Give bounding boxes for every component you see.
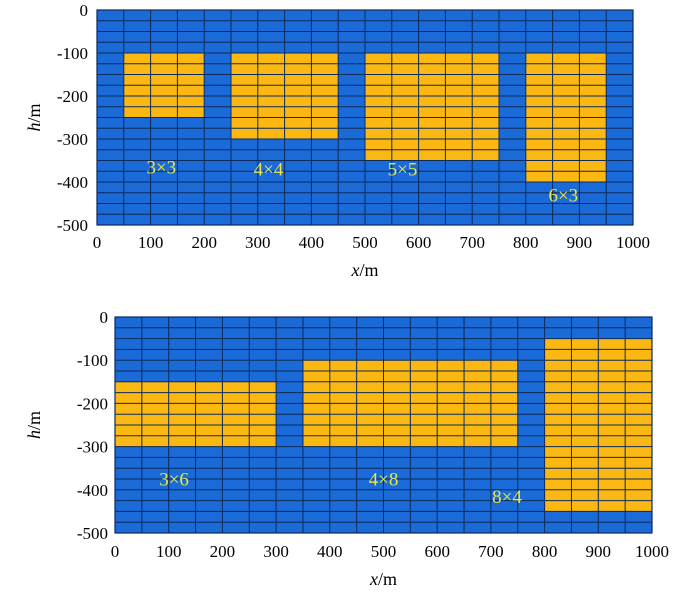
- x-tick-label: 400: [299, 233, 325, 252]
- block-label: 3×6: [159, 469, 189, 490]
- block-label: 3×3: [146, 157, 176, 178]
- y-tick-label: -500: [77, 524, 108, 543]
- y-axis-label: h/m: [24, 103, 44, 131]
- y-axis-unit: /m: [24, 103, 44, 122]
- x-tick-label: 200: [191, 233, 217, 252]
- y-axis-variable: h: [24, 123, 44, 132]
- y-tick-label: -200: [57, 87, 88, 106]
- y-tick-label: 0: [100, 308, 109, 327]
- y-axis-variable: h: [24, 430, 44, 439]
- x-tick-label: 300: [245, 233, 271, 252]
- block-label: 5×5: [388, 160, 418, 181]
- x-tick-label: 600: [424, 542, 450, 561]
- x-tick-label: 900: [586, 542, 612, 561]
- x-tick-label: 500: [371, 542, 397, 561]
- block-label: 4×4: [254, 160, 284, 181]
- block-label: 4×8: [369, 469, 399, 490]
- plot-frame: [96, 9, 634, 226]
- x-tick-label: 800: [532, 542, 558, 561]
- x-tick-label: 0: [111, 542, 120, 561]
- block-label: 8×4: [492, 487, 522, 508]
- x-tick-label: 700: [459, 233, 485, 252]
- x-axis-variable: x: [350, 260, 359, 280]
- x-tick-label: 100: [138, 233, 164, 252]
- y-axis-label: h/m: [24, 411, 44, 439]
- y-tick-label: -200: [77, 394, 108, 413]
- y-tick-label: -400: [77, 481, 108, 500]
- x-tick-label: 800: [513, 233, 539, 252]
- x-axis-label: x/m: [350, 260, 378, 280]
- y-tick-label: -300: [77, 438, 108, 457]
- x-tick-label: 900: [567, 233, 593, 252]
- x-tick-label: 1000: [616, 233, 650, 252]
- y-tick-label: 0: [80, 1, 89, 20]
- panel-2: 3×6 4×8 8×4 0 100 200 300 400 500 600 700 800 900 100…: [24, 308, 669, 589]
- x-tick-label: 700: [478, 542, 504, 561]
- y-axis-unit: /m: [24, 411, 44, 430]
- x-tick-label: 100: [156, 542, 182, 561]
- y-tick-label: -100: [77, 351, 108, 370]
- x-tick-label: 400: [317, 542, 343, 561]
- panel-1: 3×3 4×4 5×5 6×3 0 100 200 300 400 500 600 700 800 900…: [24, 1, 650, 280]
- x-tick-label: 200: [210, 542, 236, 561]
- x-tick-label: 1000: [635, 542, 669, 561]
- x-tick-label: 500: [352, 233, 378, 252]
- x-tick-label: 0: [93, 233, 102, 252]
- x-tick-label: 300: [263, 542, 289, 561]
- x-axis-label: x/m: [369, 569, 397, 589]
- y-tick-label: -400: [57, 173, 88, 192]
- x-tick-label: 600: [406, 233, 432, 252]
- x-axis-variable: x: [369, 569, 378, 589]
- x-axis-unit: /m: [359, 260, 378, 280]
- y-tick-label: -500: [57, 216, 88, 235]
- block-label: 6×3: [548, 185, 578, 206]
- plot-frame: [114, 316, 653, 534]
- y-tick-label: -100: [57, 44, 88, 63]
- x-axis-unit: /m: [378, 569, 397, 589]
- y-tick-label: -300: [57, 130, 88, 149]
